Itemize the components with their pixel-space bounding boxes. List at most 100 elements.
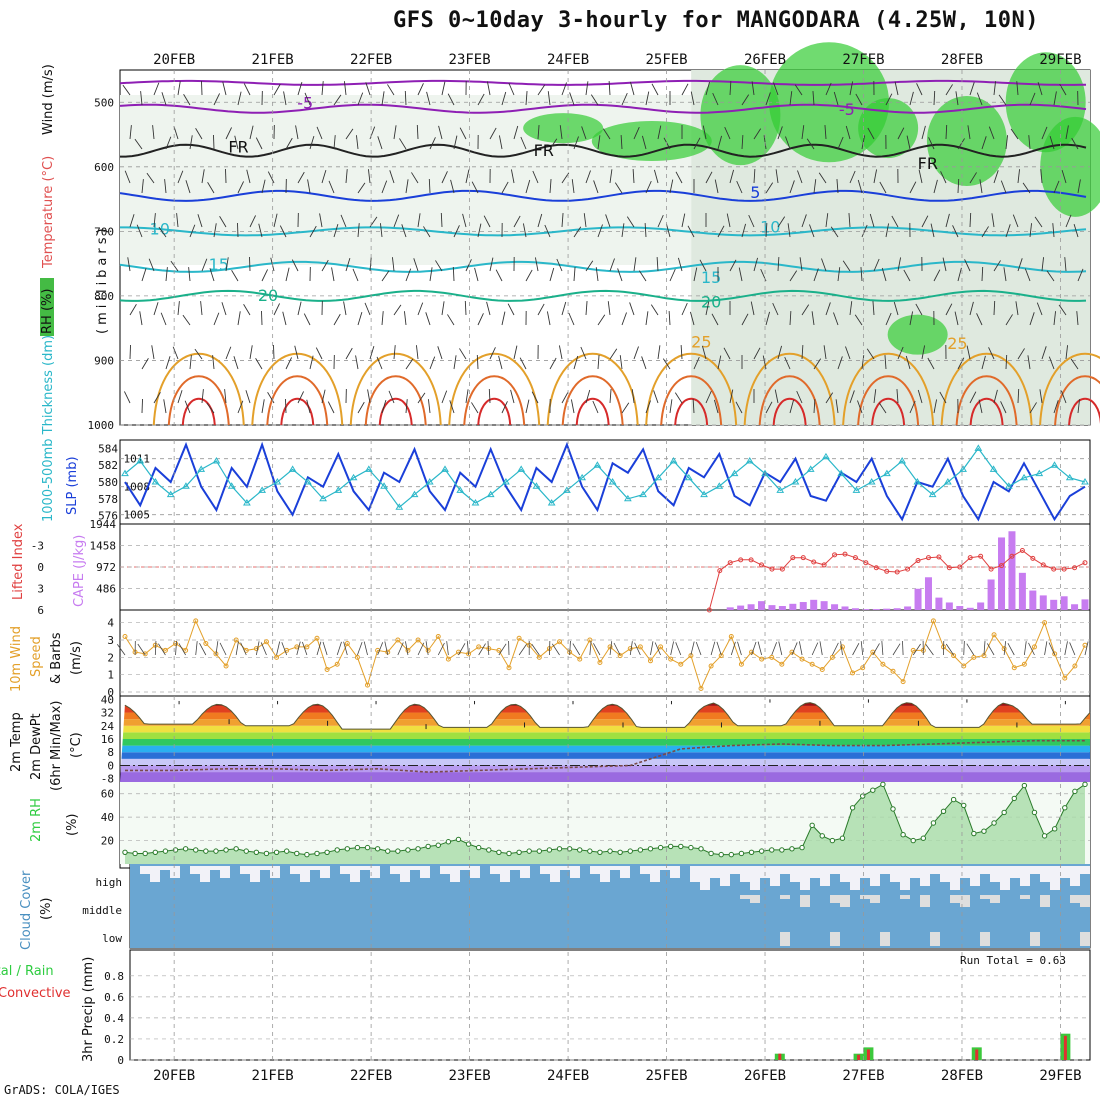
wind-barb-10m <box>363 641 368 656</box>
wind-barb <box>705 390 712 404</box>
wind-barb <box>134 138 143 150</box>
precip-tick: 0.8 <box>104 970 124 983</box>
wind-barb <box>249 215 256 228</box>
wind-barb <box>437 346 443 360</box>
wind-barb <box>343 301 347 316</box>
date-label-bottom: 21FEB <box>252 1068 294 1084</box>
date-label-top: 29FEB <box>1039 52 1081 68</box>
wind-barb <box>1077 268 1084 282</box>
wind-barb <box>592 400 599 414</box>
contour-label: 20 <box>258 286 278 305</box>
cloud-middle-block <box>870 895 880 903</box>
wind-barb <box>626 216 635 228</box>
wind-barb-10m <box>158 643 166 656</box>
lifted-index-marker <box>769 566 775 572</box>
lifted-index-marker <box>1009 553 1015 559</box>
wind-barb <box>573 267 576 282</box>
lifted-index-marker <box>706 607 712 613</box>
wind-barb <box>225 169 227 184</box>
wind-speed-marker <box>274 654 280 660</box>
wind-barb <box>417 392 426 404</box>
contour-label: 25 <box>947 334 967 353</box>
wind-barb <box>849 301 853 316</box>
cloud-high-block <box>1050 866 1060 890</box>
rh-marker <box>142 850 148 857</box>
temp-tick: 24 <box>101 720 115 733</box>
cloud-high-block <box>860 866 870 878</box>
wind-barb <box>249 257 251 272</box>
rh-marker <box>435 842 441 848</box>
cloud-high-block <box>300 866 310 882</box>
wind-barb <box>1077 399 1081 414</box>
wind-barb <box>177 301 180 316</box>
cloud-high-block <box>650 866 660 882</box>
wind-barb <box>571 179 575 194</box>
wind-barb <box>405 268 412 282</box>
wind-barb <box>417 83 424 96</box>
cloud-middle-block <box>780 895 790 899</box>
temperature-contour-30 <box>758 375 821 426</box>
wind-barb <box>712 92 719 106</box>
temperature-contour <box>119 103 1087 114</box>
thickness-marker <box>745 457 754 464</box>
wind-barb <box>881 267 887 282</box>
cloud-middle-block <box>980 895 990 899</box>
wind-barb-10m <box>316 641 322 656</box>
wind-barb-10m <box>487 641 490 656</box>
thickness-marker <box>349 473 358 481</box>
cape-bar <box>747 604 755 610</box>
wind-barb-10m <box>629 641 633 656</box>
wind-barb <box>933 269 941 282</box>
wind-barb <box>158 226 167 238</box>
wind-barb <box>225 127 232 140</box>
wind-barb <box>1017 258 1023 272</box>
wind-barb <box>593 180 599 194</box>
cloud-high-block <box>730 866 740 874</box>
precip-convective-bar <box>1063 1035 1067 1060</box>
wind-barb <box>498 135 503 150</box>
wind-barb <box>513 215 521 228</box>
wind-barb <box>261 179 266 194</box>
pressure-tick: 600 <box>94 161 114 174</box>
temp-color-band <box>120 765 1090 773</box>
wind-barb <box>794 84 803 96</box>
temperature-contour-25 <box>940 352 1033 426</box>
cloud-high-block <box>1040 866 1050 882</box>
wind-barb <box>645 311 649 326</box>
rh-marker <box>748 849 755 855</box>
rh-marker <box>667 843 674 850</box>
wind-barb <box>200 301 203 316</box>
wind-barb-10m <box>195 641 198 656</box>
wind-barb <box>201 389 204 404</box>
wind-barb <box>621 223 625 238</box>
wind-barb <box>813 358 822 370</box>
rh-marker <box>395 848 401 854</box>
wind-barb <box>909 400 916 414</box>
wind-barb <box>595 267 599 282</box>
wind-barb <box>701 345 707 360</box>
rh-marker <box>1051 826 1058 832</box>
wind-barb <box>633 257 637 272</box>
wind-barb <box>736 180 743 194</box>
wind-barb-10m <box>654 642 661 656</box>
wind-barb <box>452 267 455 282</box>
wind-barb <box>525 179 531 194</box>
wind-barb <box>662 358 671 370</box>
wind-barb <box>860 267 863 282</box>
wind-barb <box>489 257 494 272</box>
wind-speed-marker <box>678 661 684 667</box>
cloud-middle-block <box>840 895 850 907</box>
wind-barb <box>345 128 354 140</box>
wind-barb <box>1017 389 1020 404</box>
cloud-low-block <box>830 932 840 946</box>
thickness-marker <box>288 465 297 472</box>
ylabel-10m-wind: 10m Wind <box>9 626 24 692</box>
wind-barb <box>845 346 851 360</box>
ylabel-barbs: & Barbs <box>49 632 64 684</box>
wind-barb <box>127 257 131 272</box>
wind-barb <box>590 94 599 106</box>
date-label-top: 25FEB <box>645 52 687 68</box>
wind-barb <box>559 125 563 140</box>
cloud-middle-block <box>800 895 810 907</box>
wind-barb <box>464 301 467 316</box>
